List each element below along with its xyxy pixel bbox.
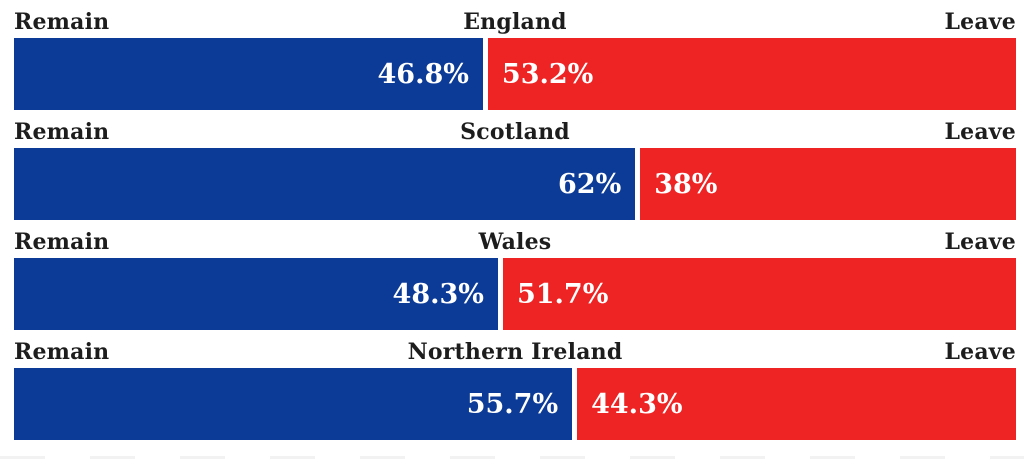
region-row-header: Remain Scotland Leave [14,110,1016,148]
stacked-bar: 48.3% 51.7% [14,258,1016,330]
region-row: Remain England Leave 46.8% 53.2% [0,0,1024,110]
remain-axis-label: Remain [14,119,110,145]
remain-bar-segment: 46.8% [14,38,483,110]
remain-axis-label: Remain [14,9,110,35]
remain-axis-label: Remain [14,339,110,365]
region-row-header: Remain Northern Ireland Leave [14,330,1016,368]
stacked-bar: 55.7% 44.3% [14,368,1016,440]
remain-bar-segment: 48.3% [14,258,498,330]
region-title: Wales [478,229,552,255]
region-title: Scotland [460,119,570,145]
leave-bar-segment: 44.3% [577,368,1016,440]
remain-value-label: 55.7% [466,388,559,420]
remain-value-label: 62% [558,168,622,200]
leave-axis-label: Leave [944,339,1016,365]
region-row: Remain Wales Leave 48.3% 51.7% [0,220,1024,330]
leave-value-label: 51.7% [516,278,609,310]
stacked-bar: 62% 38% [14,148,1016,220]
region-row: Remain Northern Ireland Leave 55.7% 44.3… [0,330,1024,440]
region-title: Northern Ireland [407,339,623,365]
bottom-dashed-line [0,456,1024,459]
region-row: Remain Scotland Leave 62% 38% [0,110,1024,220]
leave-bar-segment: 53.2% [487,38,1016,110]
region-title: England [463,9,567,35]
leave-bar-segment: 51.7% [502,258,1016,330]
leave-axis-label: Leave [944,229,1016,255]
stacked-bar: 46.8% 53.2% [14,38,1016,110]
region-row-header: Remain England Leave [14,0,1016,38]
remain-bar-segment: 62% [14,148,636,220]
remain-value-label: 48.3% [392,278,484,310]
region-row-header: Remain Wales Leave [14,220,1016,258]
leave-bar-segment: 38% [640,148,1016,220]
remain-axis-label: Remain [14,229,110,255]
leave-value-label: 44.3% [591,388,683,420]
leave-value-label: 53.2% [501,58,594,90]
leave-axis-label: Leave [944,119,1016,145]
leave-axis-label: Leave [944,9,1016,35]
chart-rows: Remain England Leave 46.8% 53.2% Remain … [0,0,1024,440]
leave-value-label: 38% [654,168,718,200]
remain-bar-segment: 55.7% [14,368,573,440]
remain-value-label: 46.8% [377,58,469,90]
